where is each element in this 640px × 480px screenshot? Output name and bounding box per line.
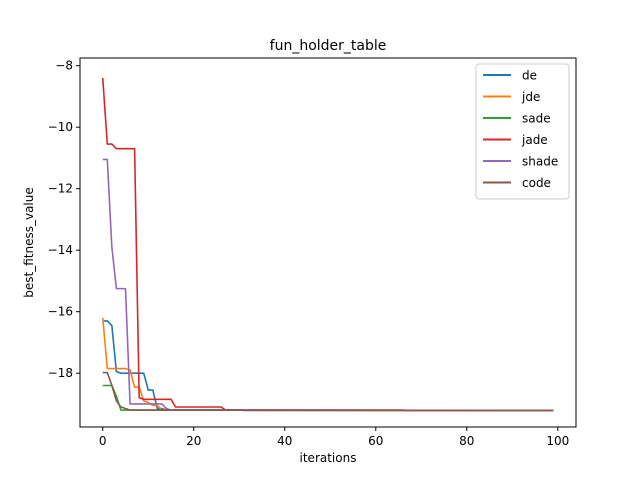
legend-box [475,63,570,200]
y-tick-label: −18 [48,366,73,380]
x-tick-label: 80 [459,434,474,448]
legend-label-jde: jde [521,90,540,104]
legend: de jde sade jade shade code [475,63,570,200]
y-tick-label: −8 [55,59,73,73]
y-tick-label: −14 [48,243,73,257]
legend-label-shade: shade [522,155,558,169]
y-tick-label: −16 [48,305,73,319]
series-line-sade [102,384,554,412]
axes-frame [79,57,577,428]
plot-area [101,77,554,412]
series-line-jde [101,317,554,412]
series-line-de [102,320,554,412]
y-axis: −18 −16 −14 −12 −10 −8 [48,59,80,380]
x-tick-label: 20 [186,434,201,448]
y-axis-title: best_fitness_value [22,187,36,298]
x-tick-label: 0 [99,434,107,448]
series-line-code [102,371,554,412]
x-tick-label: 40 [277,434,292,448]
chart-title: fun_holder_table [270,38,387,54]
x-tick-label: 60 [368,434,383,448]
legend-label-sade: sade [522,112,551,126]
x-axis-title: iterations [300,451,357,465]
x-tick-label: 100 [546,434,569,448]
x-axis: 0 20 40 60 80 100 [99,427,569,448]
y-tick-label: −12 [48,182,73,196]
series-line-shade [102,158,554,412]
y-tick-label: −10 [48,120,73,134]
legend-label-code: code [522,176,551,190]
legend-label-jade: jade [521,133,548,147]
series-line-jade [101,77,554,412]
legend-label-de: de [522,69,537,83]
